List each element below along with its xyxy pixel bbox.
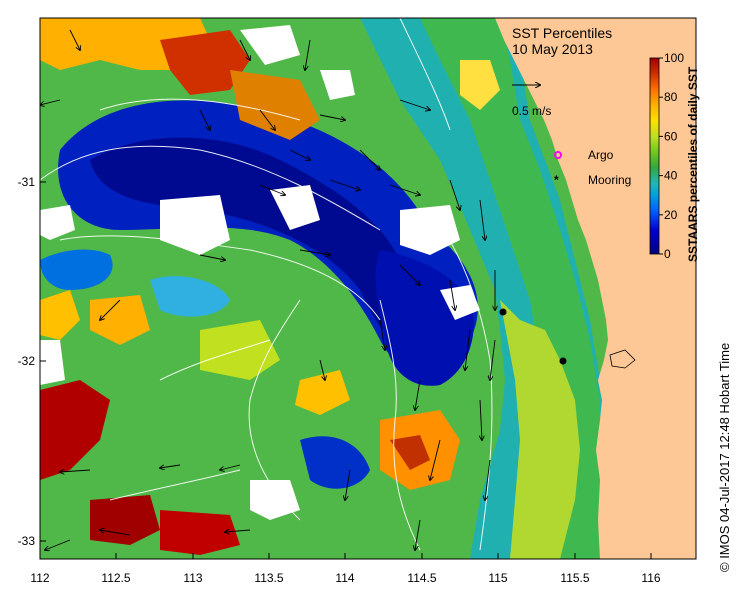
sst-field (40, 18, 696, 559)
x-tick-label: 116 (641, 571, 660, 585)
nodata-patch-5 (240, 25, 300, 65)
nodata-patch-9 (250, 480, 300, 520)
colorbar-tick-label: 20 (664, 208, 678, 222)
colorbar-gradient (649, 57, 660, 255)
nodata-patch-3 (40, 205, 75, 240)
y-tick-label: -31 (18, 175, 36, 189)
y-tick-label: -33 (18, 534, 36, 548)
x-tick-label: 115 (488, 571, 507, 585)
red-patch-north (160, 30, 250, 95)
scale-label: 0.5 m/s (512, 104, 551, 118)
colorbar: 100 80 60 40 20 0 SSTAARS percentiles of dail… (649, 51, 700, 262)
colorbar-tick-label: 60 (664, 129, 678, 143)
red-patch-southeast (390, 435, 430, 470)
mooring-marker-2 (559, 357, 567, 365)
colorbar-tick-label: 40 (664, 169, 678, 183)
blue-eddy-east-region (375, 250, 474, 386)
colorbar-tick-label: 80 (664, 90, 678, 104)
orange-patch-center (295, 370, 350, 415)
yellow-patch-north (460, 60, 500, 110)
inshore-yellowgreen-region (500, 300, 580, 559)
nodata-patch-2 (400, 205, 460, 255)
colorbar-tick-label: 0 (664, 247, 671, 261)
red-patch-west (40, 380, 110, 480)
map-date: 10 May 2013 (512, 41, 593, 57)
nodata-patch-7 (440, 285, 480, 320)
streamlines (40, 18, 493, 551)
legend: Argo * Mooring (554, 148, 631, 187)
deep-blue-core-region (90, 137, 421, 346)
colorbar-ticks: 100 80 60 40 20 0 (659, 51, 684, 261)
x-tick-label: 112.5 (101, 571, 130, 585)
mooring-legend-marker: * (554, 173, 559, 187)
y-tick-label: -32 (18, 354, 36, 368)
x-tick-label: 115.5 (560, 571, 589, 585)
yellowgreen-patch-center (200, 320, 280, 380)
red-patch-south (160, 510, 240, 555)
current-vectors (40, 29, 495, 550)
nodata-patch-8 (40, 340, 65, 385)
orange-patch-center-north (230, 70, 320, 140)
orange-patch-far-west (40, 290, 80, 340)
y-axis-ticks: -31 -32 -33 (18, 175, 46, 548)
colorbar-label: SSTAARS percentiles of daily SST (686, 66, 700, 262)
argo-legend-label: Argo (588, 148, 614, 162)
plot-frame (39, 17, 697, 560)
nodata-patch-6 (320, 70, 355, 100)
x-tick-label: 113 (183, 571, 202, 585)
red-patch-southwest (90, 495, 160, 545)
credit-text: © IMOS 04-Jul-2017 12:48 Hobart Time (717, 343, 732, 572)
x-tick-label: 114.5 (407, 571, 436, 585)
mooring-marker-1 (499, 308, 507, 316)
island-feature (609, 349, 636, 369)
x-axis-ticks: 112 112.5 113 113.5 114 114.5 115 115.5 116 (30, 553, 661, 585)
colorbar-tick-label: 100 (664, 51, 684, 65)
orange-patch-west (90, 295, 150, 345)
light-blue-patch (40, 249, 113, 290)
argo-legend-marker (554, 151, 562, 159)
blue-patch-south (300, 436, 370, 489)
x-tick-label: 114 (335, 571, 354, 585)
cyan-patch-west (150, 276, 230, 317)
x-tick-label: 113.5 (254, 571, 283, 585)
mooring-legend-label: Mooring (588, 173, 631, 187)
map-title: SST Percentiles (512, 25, 612, 41)
x-tick-label: 112 (30, 571, 49, 585)
land-region (495, 18, 696, 559)
